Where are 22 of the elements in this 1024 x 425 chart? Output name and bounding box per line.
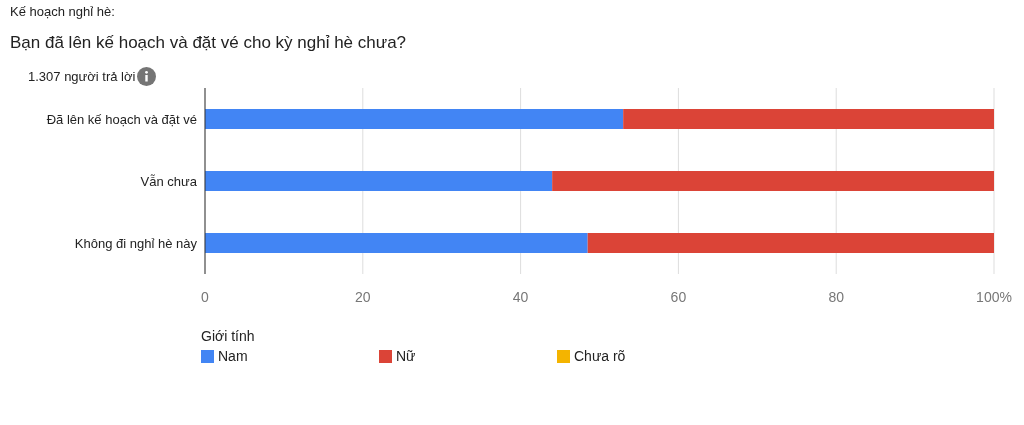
x-tick-label: 100% <box>976 288 1012 305</box>
y-tick-label: Không đi nghỉ hè này <box>74 235 198 251</box>
x-tick-label: 40 <box>512 288 529 305</box>
x-tick-label: 60 <box>670 288 687 305</box>
bar <box>623 109 994 130</box>
text: 1.307 người trả lời <box>28 69 136 84</box>
x-tick-label: 0 <box>201 288 210 305</box>
bar <box>205 233 588 254</box>
y-tick-label: Đã lên kế hoạch và đặt vé <box>46 111 197 127</box>
text: Kế hoạch nghỉ hè: <box>10 4 116 19</box>
y-tick-label: Vẫn chưa <box>140 173 198 189</box>
x-tick-label: 20 <box>355 288 371 305</box>
x-tick-label: 80 <box>828 288 845 305</box>
legend-label: Nữ <box>396 348 416 364</box>
bar <box>552 171 994 192</box>
legend-title: Giới tính <box>201 328 256 344</box>
legend-label: Nam <box>218 348 248 364</box>
bar <box>205 109 624 130</box>
bar <box>205 171 553 192</box>
bar <box>587 233 994 254</box>
legend-label: Chưa rõ <box>574 348 626 364</box>
chart-title: Bạn đã lên kế hoạch và đặt vé cho kỳ nghỉ hè chưa? <box>10 33 408 53</box>
